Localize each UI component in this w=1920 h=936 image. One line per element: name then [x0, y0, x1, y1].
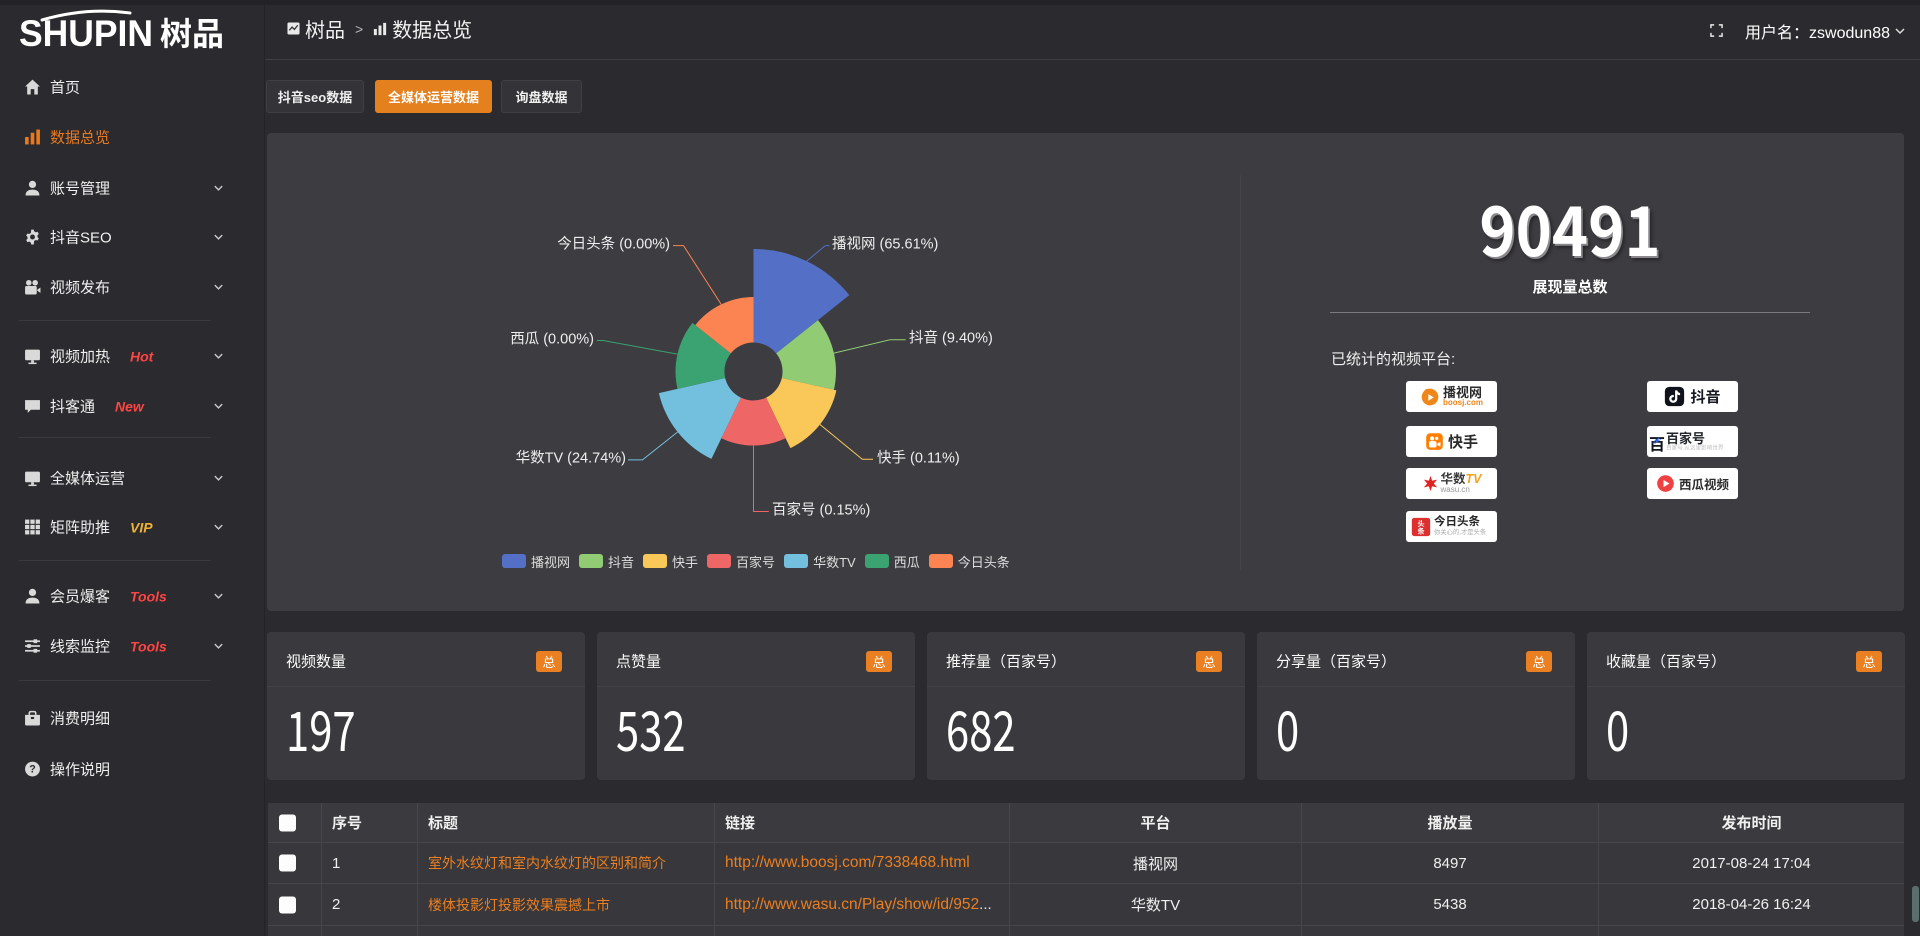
svg-text:?: ?	[29, 764, 35, 776]
svg-text:头: 头	[1417, 518, 1424, 527]
svg-text:条: 条	[1417, 526, 1424, 535]
svg-text:SHUPIN: SHUPIN	[19, 13, 153, 54]
svg-text:树品: 树品	[160, 16, 224, 52]
